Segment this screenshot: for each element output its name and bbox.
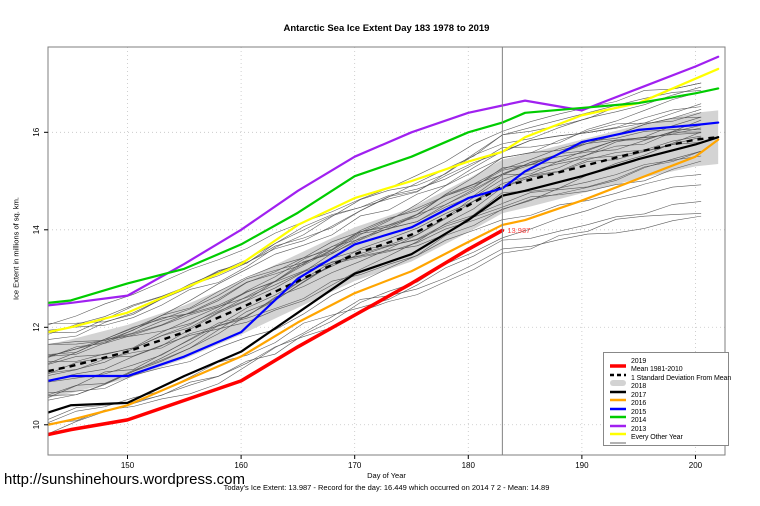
x-tick-label: 200 — [689, 461, 703, 470]
legend-item-2015: 2015 — [609, 408, 726, 419]
legend-label: 2016 — [631, 400, 647, 408]
series-line-2015 — [48, 87, 720, 305]
x-axis-label: Day of Year — [367, 471, 406, 480]
other-year-line — [48, 109, 702, 345]
other-year-line — [48, 106, 702, 357]
other-year-line — [48, 91, 702, 324]
legend-item-2018: 2018 — [609, 383, 726, 393]
ice-extent-annotation: 13.987 — [507, 226, 530, 235]
legend-label: 2017 — [631, 391, 647, 399]
plot-border — [47, 46, 726, 456]
x-tick-label: 190 — [575, 461, 589, 470]
legend-item-mean-1981-2010: Mean 1981-2010 — [609, 366, 726, 376]
series-line-2019 — [48, 228, 505, 437]
other-year-line — [48, 136, 702, 357]
series-line-2016 — [48, 121, 720, 383]
other-year-line — [48, 116, 702, 375]
legend-label: 2014 — [631, 417, 647, 425]
series-line-2013 — [48, 67, 720, 334]
y-tick-label: 12 — [32, 322, 41, 331]
axes: 150 160 170 180 190 200 10 12 14 16 — [32, 127, 703, 470]
other-year-line — [48, 142, 702, 401]
legend-swatch-icon — [609, 400, 627, 410]
std-dev-band — [48, 110, 719, 398]
legend-label: Mean 1981-2010 — [631, 366, 683, 374]
chart-title: Antarctic Sea Ice Extent Day 183 1978 to… — [283, 23, 490, 34]
site-url-link[interactable]: http://sunshinehours.wordpress.com — [4, 471, 245, 488]
series-line-2014 — [48, 55, 720, 307]
other-year-line — [48, 119, 702, 381]
series-line-2018 — [48, 136, 720, 414]
legend-item-2017: 2017 — [609, 391, 726, 402]
summary-caption: Today's Ice Extent: 13.987 - Record for … — [223, 483, 550, 492]
legend-item-2013: 2013 — [609, 425, 726, 436]
y-tick-label: 16 — [32, 127, 41, 136]
legend-item-2014: 2014 — [609, 417, 726, 428]
legend-swatch-icon — [609, 366, 627, 376]
legend-item-2019: 2019 — [609, 357, 726, 368]
other-year-line — [48, 135, 702, 396]
legend-box: 2019 Mean 1981-2010 1 Standard Deviation F… — [603, 352, 731, 446]
legend-swatch-icon — [609, 408, 627, 419]
other-year-line — [48, 174, 702, 376]
other-year-line — [48, 150, 702, 396]
y-tick-label: 14 — [32, 225, 41, 234]
legend-label: 2015 — [631, 408, 647, 416]
other-year-line — [48, 82, 702, 335]
other-year-line — [48, 86, 702, 331]
legend-swatch-icon — [609, 425, 627, 436]
other-year-line — [48, 215, 702, 424]
legend-label: Every Other Year — [631, 434, 683, 442]
legend-item-1-standard-deviation-from-mean: 1 Standard Deviation From Mean — [609, 374, 731, 387]
every-other-year-lines — [48, 82, 702, 435]
legend-swatch-icon — [609, 357, 627, 368]
legend-item-2016: 2016 — [609, 400, 726, 410]
legend-label: 2013 — [631, 425, 647, 433]
mean-line — [48, 135, 719, 373]
legend-swatch-icon — [609, 374, 627, 387]
legend-label: 2018 — [631, 383, 647, 391]
y-axis-label: Ice Extent in millions of sq. km. — [11, 197, 21, 300]
x-tick-label: 150 — [121, 461, 135, 470]
other-year-line — [48, 131, 702, 357]
legend-item-every-other-year: Every Other Year — [609, 434, 726, 444]
legend-label: 1 Standard Deviation From Mean — [631, 374, 732, 382]
other-year-line — [48, 155, 702, 358]
other-year-line — [48, 127, 702, 355]
x-tick-label: 160 — [234, 461, 248, 470]
legend-swatch-icon — [609, 391, 627, 402]
series-line-2017 — [48, 138, 720, 426]
legend-swatch-icon — [609, 417, 627, 428]
legend-swatch-icon — [609, 434, 627, 444]
x-tick-label: 180 — [462, 461, 476, 470]
other-year-line — [48, 112, 702, 364]
y-tick-label: 10 — [32, 420, 41, 429]
x-tick-label: 170 — [348, 461, 362, 470]
other-year-line — [48, 184, 702, 420]
legend-swatch-icon — [609, 383, 627, 393]
legend-label: 2019 — [631, 357, 647, 365]
other-year-line — [48, 150, 702, 383]
